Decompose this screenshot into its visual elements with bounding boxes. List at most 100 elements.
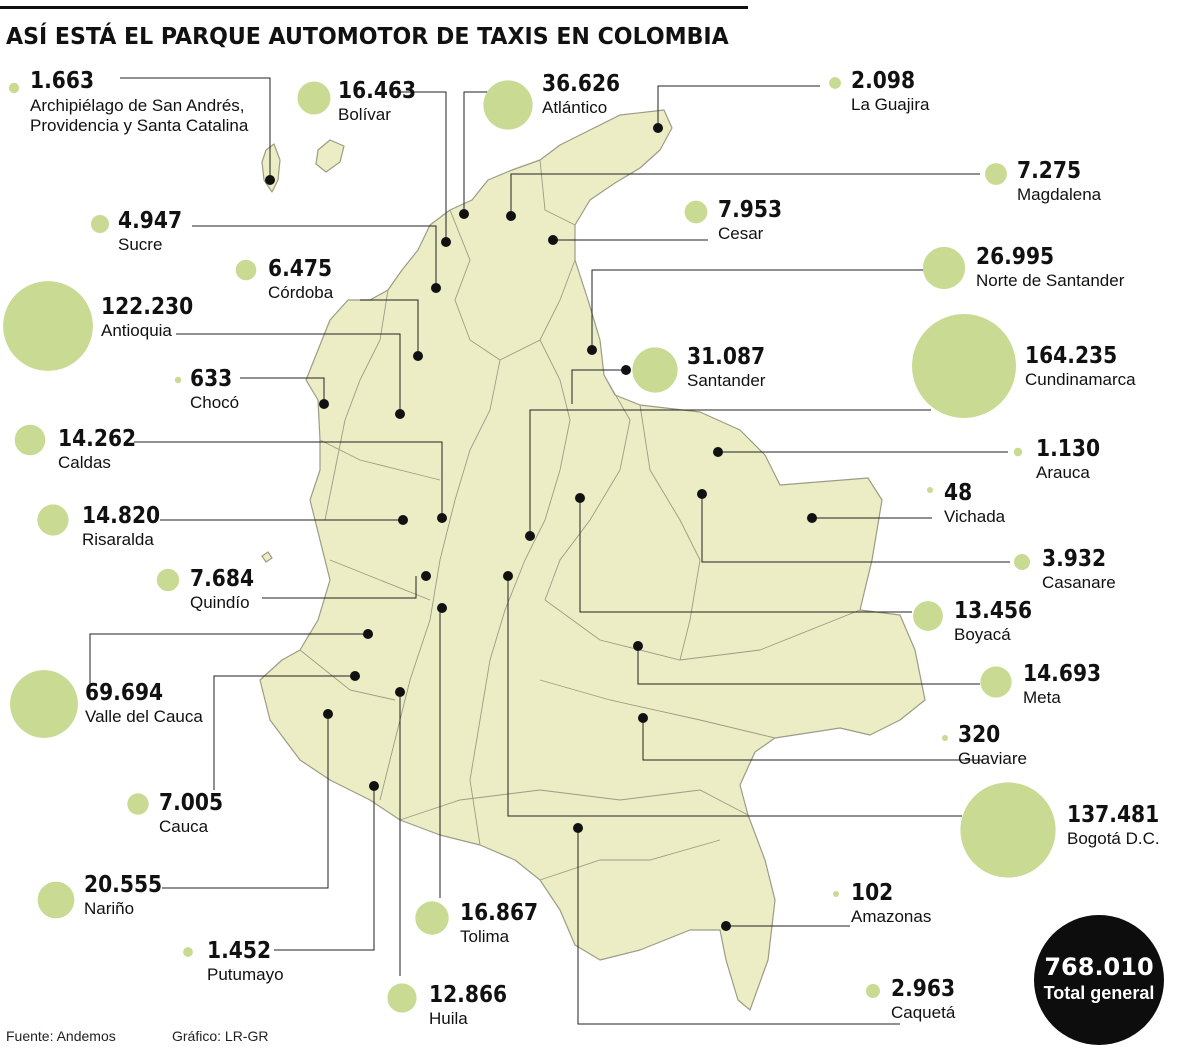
value-bubble-norte-de-santander bbox=[922, 246, 966, 290]
value-bubble-boyaca bbox=[913, 601, 943, 631]
leader-line-boyaca bbox=[579, 498, 912, 613]
region-label-antioquia: 122.230 Antioquia bbox=[101, 296, 206, 340]
region-name: Córdoba bbox=[268, 283, 334, 302]
region-label-risaralda: 14.820 Risaralda bbox=[82, 503, 171, 549]
location-dot-sucre bbox=[431, 283, 441, 293]
value-bubble-caldas bbox=[14, 424, 46, 456]
region-value: 1.663 bbox=[30, 68, 95, 94]
region-value: 1.452 bbox=[207, 938, 272, 964]
region-name: Vichada bbox=[944, 507, 1006, 526]
location-dot-huila bbox=[395, 687, 405, 697]
region-name: Caldas bbox=[58, 453, 111, 472]
region-label-la-guajira: 2.098 La Guajira bbox=[851, 70, 929, 114]
value-bubble-quindio bbox=[156, 568, 180, 592]
value-bubble-risaralda bbox=[37, 504, 69, 536]
leader-line-choco bbox=[240, 377, 325, 404]
value-bubble-sucre bbox=[91, 215, 109, 233]
region-label-cordoba: 6.475 Córdoba bbox=[268, 258, 341, 302]
region-name: Tolima bbox=[460, 927, 510, 946]
value-bubble-narino bbox=[37, 881, 75, 919]
region-label-cundinamarca: 164.235 Cundinamarca bbox=[1025, 343, 1136, 389]
location-dot-cundinamarca bbox=[525, 531, 535, 541]
location-dot-quindio bbox=[421, 571, 431, 581]
region-name: Guaviare bbox=[958, 749, 1027, 768]
region-label-cesar: 7.953 Cesar bbox=[718, 199, 791, 243]
region-name: Santander bbox=[687, 371, 766, 390]
region-label-magdalena: 7.275 Magdalena bbox=[1017, 158, 1101, 204]
leader-line-santander bbox=[571, 369, 626, 404]
value-bubble-la-guajira bbox=[829, 77, 841, 89]
location-dot-boyaca bbox=[575, 493, 585, 503]
leader-line-bogota bbox=[507, 576, 962, 817]
leader-line-meta bbox=[637, 646, 980, 685]
value-bubble-atlantico bbox=[483, 80, 533, 130]
location-dot-tolima bbox=[437, 603, 447, 613]
leader-line-bolivar bbox=[398, 91, 447, 242]
region-name: Sucre bbox=[118, 235, 163, 254]
value-bubble-cesar bbox=[684, 200, 708, 224]
value-bubble-putumayo bbox=[183, 947, 193, 957]
leader-line-casanare bbox=[701, 494, 1010, 563]
department-border bbox=[639, 404, 701, 661]
leader-line-norte-de-santander bbox=[591, 269, 934, 350]
footer-credit: Gráfico: LR-GR bbox=[172, 1028, 269, 1044]
leader-line-sucre bbox=[192, 225, 437, 288]
leader-lines bbox=[89, 77, 1010, 1025]
department-border bbox=[544, 599, 861, 661]
location-dot-guaviare bbox=[638, 713, 648, 723]
region-value: 12.866 bbox=[429, 982, 508, 1008]
region-name: Chocó bbox=[190, 393, 240, 412]
location-dot-san-andres bbox=[265, 175, 275, 185]
region-value: 7.275 bbox=[1017, 158, 1082, 184]
department-border bbox=[539, 159, 576, 226]
location-dots bbox=[265, 123, 817, 931]
department-border bbox=[469, 339, 571, 846]
title-rule bbox=[0, 6, 748, 9]
region-value: 14.693 bbox=[1023, 661, 1102, 687]
leader-line-cordoba bbox=[360, 299, 419, 356]
region-label-sucre: 4.947 Sucre bbox=[118, 210, 191, 254]
region-label-tolima: 16.867 Tolima bbox=[460, 902, 549, 946]
region-name: Bogotá D.C. bbox=[1067, 829, 1160, 848]
region-value: 14.820 bbox=[82, 503, 161, 529]
region-value: 137.481 bbox=[1067, 802, 1160, 828]
value-bubble-bolivar bbox=[297, 81, 331, 115]
region-label-arauca: 1.130 Arauca bbox=[1036, 438, 1109, 482]
region-label-huila: 12.866 Huila bbox=[429, 982, 518, 1028]
value-bubble-bogota bbox=[960, 782, 1056, 878]
region-name: Caquetá bbox=[891, 1003, 956, 1022]
region-name: Valle del Cauca bbox=[85, 707, 203, 726]
map-landmass bbox=[259, 109, 926, 1011]
region-label-bolivar: 16.463 Bolívar bbox=[338, 80, 427, 124]
leader-line-caldas bbox=[134, 441, 443, 518]
region-label-putumayo: 1.452 Putumayo bbox=[207, 938, 284, 984]
value-bubble-tolima bbox=[415, 901, 449, 935]
region-label-boyaca: 13.456 Boyacá bbox=[954, 600, 1043, 644]
footer-source: Fuente: Andemos bbox=[6, 1028, 116, 1044]
location-dot-magdalena bbox=[506, 211, 516, 221]
region-label-san-andres: 1.663 Archipiélago de San Andrés, Provide… bbox=[30, 70, 252, 137]
leader-line-cauca bbox=[213, 675, 355, 790]
region-name: Putumayo bbox=[207, 965, 284, 984]
region-label-choco: 633 Chocó bbox=[190, 368, 240, 412]
value-bubble-cundinamarca bbox=[912, 314, 1016, 418]
department-border bbox=[319, 439, 441, 481]
leader-line-narino bbox=[162, 714, 329, 889]
location-dot-meta bbox=[633, 641, 643, 651]
location-dot-santander bbox=[621, 365, 631, 375]
department-border bbox=[299, 649, 396, 701]
region-name: Bolívar bbox=[338, 105, 391, 124]
location-dot-casanare bbox=[697, 489, 707, 499]
value-bubble-choco bbox=[174, 376, 182, 384]
region-name: Arauca bbox=[1036, 463, 1090, 482]
value-bubble-cauca bbox=[127, 793, 149, 815]
department-border bbox=[539, 839, 721, 881]
region-name: Norte de Santander bbox=[976, 271, 1125, 290]
region-name: Amazonas bbox=[851, 907, 932, 926]
leader-line-putumayo bbox=[274, 786, 375, 951]
location-dot-bogota bbox=[503, 571, 513, 581]
department-border bbox=[324, 289, 389, 521]
region-value: 164.235 bbox=[1025, 343, 1118, 369]
value-bubble-caqueta bbox=[866, 984, 880, 998]
region-label-santander: 31.087 Santander bbox=[687, 346, 776, 390]
